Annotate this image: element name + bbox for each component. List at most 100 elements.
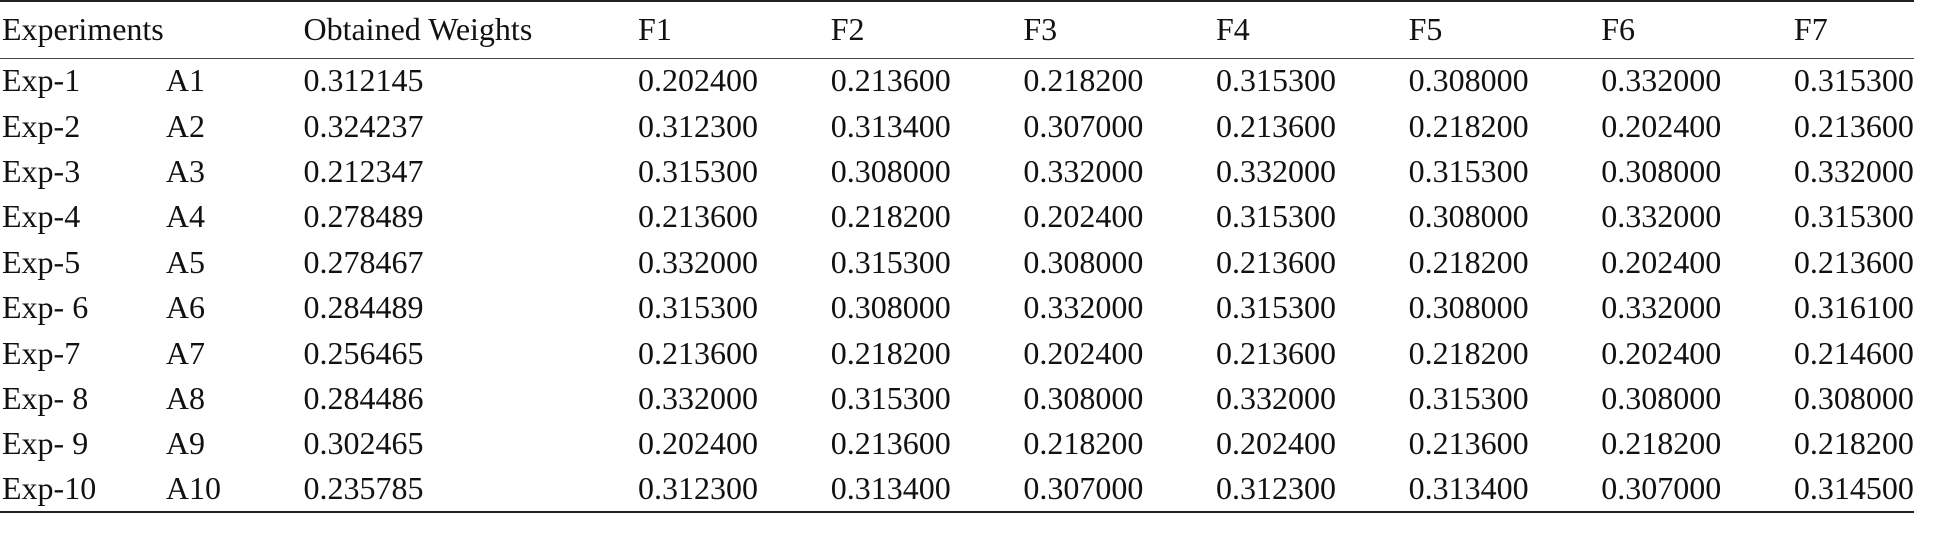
f7-cell: 0.315300 [1793,198,1914,235]
alternative-cell: A4 [165,198,206,235]
f4-cell: 0.213600 [1215,334,1336,371]
table-row: Exp-1 A1 0.312145 0.202400 0.213600 0.218200 0… [0,58,1914,103]
experiment-weights-table: Experiments Obtained Weights F1 F2 F3 F4… [0,0,1914,513]
alternative-cell: A3 [165,152,206,189]
f1-cell: 0.315300 [638,152,759,189]
header-f5: F5 [1408,0,1602,59]
table-row: Exp-5 A5 0.278467 0.332000 0.315300 0.308000 0… [0,240,1914,285]
weight-cell: 0.284489 [303,289,424,326]
f2-cell: 0.315300 [830,243,951,280]
f4-cell: 0.315300 [1215,289,1336,326]
f6-cell: 0.218200 [1601,425,1722,462]
f4-cell: 0.312300 [1215,466,1409,513]
f6-cell: 0.308000 [1601,152,1722,189]
f5-cell: 0.218200 [1408,243,1529,280]
weight-cell: 0.256465 [303,334,424,371]
experiment-cell: Exp-5 [2,243,81,280]
f6-cell: 0.332000 [1601,198,1722,235]
f1-cell: 0.312300 [638,466,831,513]
f1-cell: 0.315300 [638,289,759,326]
f1-cell: 0.213600 [638,334,759,371]
f6-cell: 0.308000 [1601,379,1722,416]
table-body: Exp-1 A1 0.312145 0.202400 0.213600 0.218200 0… [0,58,1914,513]
weight-cell: 0.278467 [303,243,424,280]
f5-cell: 0.308000 [1408,289,1529,326]
f5-cell: 0.313400 [1408,466,1602,513]
f7-cell: 0.213600 [1793,107,1914,144]
weight-cell: 0.302465 [303,425,424,462]
header-f2: F2 [830,0,1024,59]
experiment-cell: Exp- 9 [2,425,89,462]
alternative-cell: A10 [165,466,304,513]
f1-cell: 0.332000 [638,379,759,416]
header-obtained-weights: Obtained Weights [303,0,639,59]
f5-cell: 0.213600 [1408,425,1529,462]
f7-cell: 0.332000 [1793,152,1914,189]
experiment-cell: Exp-4 [2,198,81,235]
f4-cell: 0.315300 [1215,62,1336,99]
experiment-cell: Exp-1 [2,62,81,99]
f2-cell: 0.213600 [830,425,951,462]
f5-cell: 0.218200 [1408,107,1529,144]
table-row: Exp-4 A4 0.278489 0.213600 0.218200 0.202400 0… [0,194,1914,239]
table-row: Exp-7 A7 0.256465 0.213600 0.218200 0.202400 0… [0,330,1914,375]
f1-cell: 0.312300 [638,107,759,144]
f3-cell: 0.307000 [1023,466,1216,513]
header-f1: F1 [638,0,831,59]
table-header: Experiments Obtained Weights F1 F2 F3 F4… [0,0,1914,59]
weight-cell: 0.312145 [303,62,424,99]
f3-cell: 0.308000 [1023,379,1144,416]
experiment-cell: Exp-2 [2,107,81,144]
alternative-cell: A2 [165,107,206,144]
experiment-cell: Exp- 6 [2,289,89,326]
f4-cell: 0.213600 [1215,243,1336,280]
f4-cell: 0.332000 [1215,379,1336,416]
weight-cell: 0.235785 [303,466,639,513]
alternative-cell: A9 [165,425,206,462]
f3-cell: 0.332000 [1023,289,1144,326]
f3-cell: 0.332000 [1023,152,1144,189]
alternative-cell: A6 [165,289,206,326]
f1-cell: 0.332000 [638,243,759,280]
f2-cell: 0.308000 [830,289,951,326]
f3-cell: 0.202400 [1023,334,1144,371]
f4-cell: 0.202400 [1215,425,1336,462]
f2-cell: 0.213600 [830,62,951,99]
alternative-cell: A1 [165,62,206,99]
table-row: Exp- 8 A8 0.284486 0.332000 0.315300 0.308000… [0,376,1914,421]
f5-cell: 0.218200 [1408,334,1529,371]
f6-cell: 0.202400 [1601,243,1722,280]
f5-cell: 0.315300 [1408,379,1529,416]
f6-cell: 0.332000 [1601,62,1722,99]
f7-cell: 0.214600 [1793,334,1914,371]
f2-cell: 0.218200 [830,334,951,371]
f2-cell: 0.308000 [830,152,951,189]
f7-cell: 0.308000 [1793,379,1914,416]
f5-cell: 0.308000 [1408,62,1529,99]
table-row: Exp-10 A10 0.235785 0.312300 0.313400 0.30700… [0,466,1914,513]
f7-cell: 0.315300 [1793,62,1914,99]
alternative-cell: A8 [165,379,206,416]
experiment-cell: Exp- 8 [2,379,89,416]
f6-cell: 0.332000 [1601,289,1722,326]
f1-cell: 0.202400 [638,425,759,462]
f2-cell: 0.313400 [830,107,951,144]
f6-cell: 0.202400 [1601,334,1722,371]
f4-cell: 0.332000 [1215,152,1336,189]
f5-cell: 0.315300 [1408,152,1529,189]
f2-cell: 0.315300 [830,379,951,416]
f6-cell: 0.202400 [1601,107,1722,144]
f1-cell: 0.213600 [638,198,759,235]
table-row: Exp- 9 A9 0.302465 0.202400 0.213600 0.218200… [0,421,1914,466]
f1-cell: 0.202400 [638,62,759,99]
f7-cell: 0.213600 [1793,243,1914,280]
header-f6: F6 [1601,0,1794,59]
f6-cell: 0.307000 [1601,466,1794,513]
weight-cell: 0.212347 [303,152,424,189]
alternative-cell: A7 [165,334,206,371]
f7-cell: 0.218200 [1793,425,1914,462]
header-experiments: Experiments [0,0,304,59]
f2-cell: 0.313400 [830,466,1024,513]
header-row: Experiments Obtained Weights F1 F2 F3 F4… [0,0,1914,59]
